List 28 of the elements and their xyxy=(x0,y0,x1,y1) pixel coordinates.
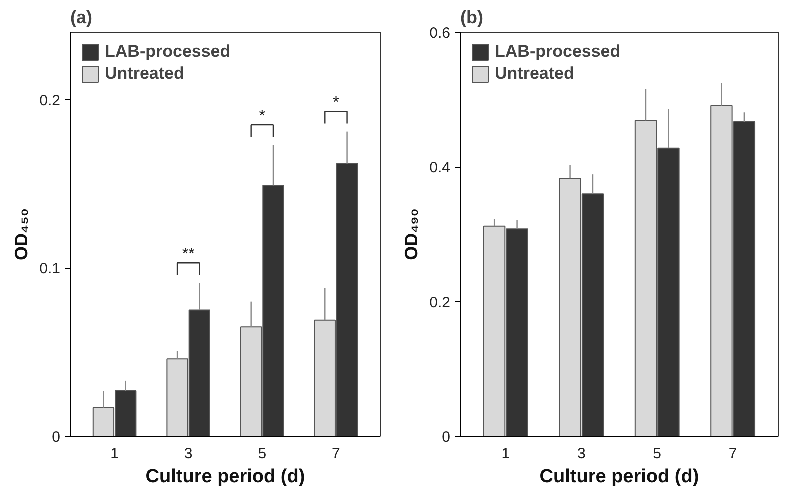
y-tick-label: 0.6 xyxy=(430,25,451,42)
y-axis-title: OD₄₅₀ xyxy=(12,208,32,260)
y-tick-label: 0.2 xyxy=(40,92,61,110)
x-axis-title: Culture period (d) xyxy=(540,466,700,488)
x-tick-label: 3 xyxy=(577,446,586,462)
chart-title: (b) xyxy=(460,8,484,28)
y-tick-label: 0.4 xyxy=(430,160,451,177)
legend-label: LAB-processed xyxy=(495,42,621,62)
annotation: * xyxy=(259,108,266,126)
chart-title: (a) xyxy=(70,8,93,28)
x-tick-label: 1 xyxy=(502,446,510,462)
x-tick-label: 7 xyxy=(332,446,340,462)
x-tick-label: 7 xyxy=(728,446,738,462)
x-tick-label: 1 xyxy=(110,446,119,462)
y-tick-label: 0.1 xyxy=(40,260,61,278)
x-tick-label: 5 xyxy=(653,446,662,462)
y-tick-label: 0 xyxy=(442,429,450,446)
y-axis-title: OD₄₉₀ xyxy=(402,208,422,260)
x-tick-label: 3 xyxy=(184,446,193,462)
y-tick-label: 0 xyxy=(52,429,60,446)
legend-label: LAB-processed xyxy=(105,42,231,62)
legend-label: Untreated xyxy=(105,64,184,84)
annotation: ** xyxy=(182,246,195,264)
legend-label: Untreated xyxy=(495,64,574,84)
y-tick-label: 0.2 xyxy=(430,294,451,312)
annotation: * xyxy=(333,94,340,112)
x-tick-label: 5 xyxy=(258,446,267,462)
x-axis-title: Culture period (d) xyxy=(146,466,306,488)
